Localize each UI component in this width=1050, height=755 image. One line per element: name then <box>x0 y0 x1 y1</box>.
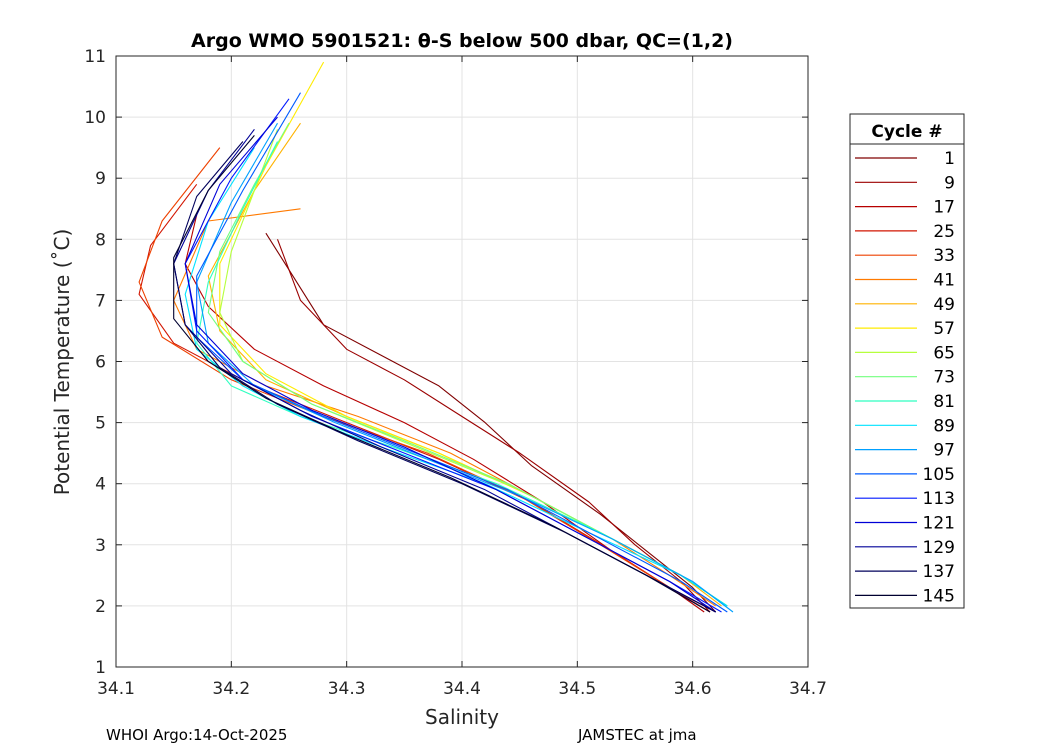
legend-label: 73 <box>933 368 955 388</box>
legend-label: 105 <box>923 465 955 485</box>
series-line-cycle-145 <box>173 135 711 613</box>
y-tick-label: 4 <box>95 475 106 495</box>
x-tick-label: 34.2 <box>212 679 250 699</box>
legend-label: 57 <box>933 319 955 339</box>
x-tick-label: 34.7 <box>789 679 827 699</box>
x-tick-label: 34.4 <box>443 679 481 699</box>
series-line-cycle-89 <box>184 147 728 607</box>
footer-right: JAMSTEC at jma <box>578 726 697 744</box>
x-axis-label: Salinity <box>425 705 499 729</box>
y-axis-label: Potential Temperature (˚C) <box>50 229 74 496</box>
legend-label: 17 <box>933 198 955 218</box>
legend-label: 33 <box>933 246 955 266</box>
series-lines <box>138 61 734 613</box>
y-tick-label: 5 <box>95 414 106 434</box>
y-tick-label: 9 <box>95 169 106 189</box>
y-tick-label: 8 <box>95 230 106 250</box>
legend-label: 9 <box>944 173 955 193</box>
x-tick-label: 34.3 <box>328 679 366 699</box>
legend-items: 1 9 17 25 33 41 49 57 65 73 81 89 97 105 113 121 129 137 1… <box>855 149 955 606</box>
legend-label: 113 <box>923 489 955 509</box>
y-tick-label: 1 <box>95 658 106 678</box>
legend-label: 49 <box>933 295 955 315</box>
legend-label: 97 <box>933 441 955 461</box>
x-tick-label: 34.6 <box>674 679 712 699</box>
y-tick-label: 2 <box>95 597 106 617</box>
x-tick-label: 34.5 <box>558 679 596 699</box>
legend: Cycle # 1 9 17 25 33 41 49 57 65 73 81 89 97 105 113 12… <box>849 113 965 609</box>
legend-box <box>849 113 965 609</box>
series-line-cycle-1 <box>265 232 717 613</box>
series-line-cycle-121 <box>184 116 717 613</box>
legend-label: 65 <box>933 343 955 363</box>
series-line-cycle-105 <box>196 92 728 613</box>
footer-left: WHOI Argo:14-Oct-2025 <box>106 726 288 744</box>
legend-label: 129 <box>923 538 955 558</box>
legend-label: 137 <box>923 562 955 582</box>
legend-title: Cycle # <box>871 122 942 142</box>
legend-label: 145 <box>923 586 955 606</box>
y-tick-label: 6 <box>95 353 106 373</box>
chart-title: Argo WMO 5901521: θ-S below 500 dbar, QC… <box>191 30 733 52</box>
legend-label: 25 <box>933 222 955 242</box>
ticks: 34.1 34.2 34.3 34.4 34.5 34.6 34.7 1 2 3 4 5 6 7 8 9 10 1… <box>84 47 827 699</box>
x-tick-label: 34.1 <box>97 679 135 699</box>
legend-label: 121 <box>923 514 955 534</box>
legend-label: 1 <box>944 149 955 169</box>
series-line-cycle-25 <box>138 183 711 613</box>
legend-label: 81 <box>933 392 955 412</box>
series-line-cycle-41 <box>173 208 717 607</box>
y-tick-label: 3 <box>95 536 106 556</box>
legend-label: 41 <box>933 271 955 291</box>
y-tick-label: 11 <box>84 47 106 67</box>
y-tick-label: 10 <box>84 108 106 128</box>
y-tick-label: 7 <box>95 291 106 311</box>
legend-label: 89 <box>933 416 955 436</box>
